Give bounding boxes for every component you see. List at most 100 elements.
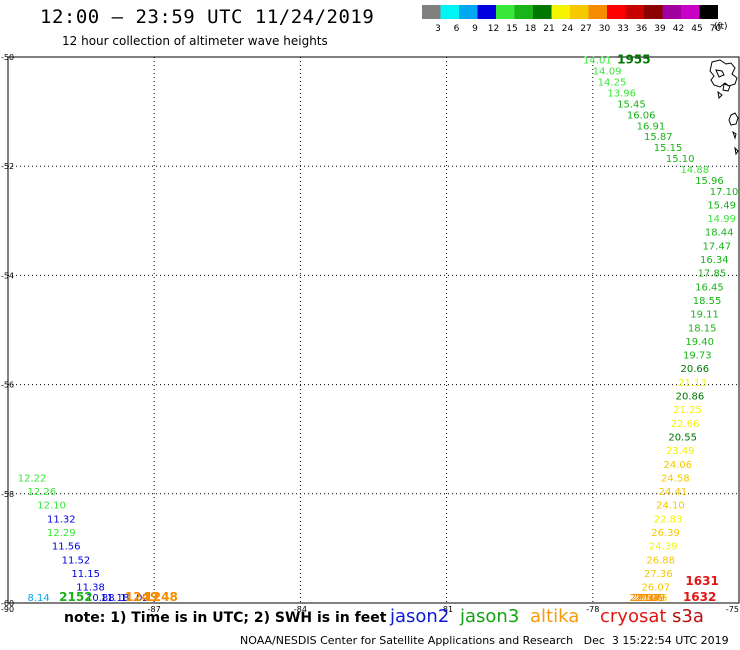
- color-scale-swatch: [644, 5, 663, 19]
- wave-height-label: 16.91: [637, 121, 666, 132]
- wave-height-label: 16.06: [627, 110, 656, 121]
- wave-height-label: 26.45: [639, 593, 668, 604]
- wave-height-label: 12.26: [27, 487, 56, 498]
- wave-height-label: 15.96: [695, 176, 724, 187]
- x-tick-label: -90: [1, 605, 14, 614]
- color-scale-swatch: [440, 5, 459, 19]
- y-tick-label: -54: [1, 271, 14, 280]
- wave-height-points: 14.01 195514.0914.2513.9615.4516.0616.911…: [18, 53, 739, 604]
- wave-height-label: 18.55: [693, 296, 722, 307]
- wave-height-label: 14.01: [583, 56, 612, 67]
- wave-height-label: 27.36: [644, 569, 673, 580]
- color-scale-swatch: [681, 5, 700, 19]
- grid-lines: [8, 57, 739, 603]
- y-tick-label: -52: [1, 162, 14, 171]
- x-tick-label: -78: [586, 605, 599, 614]
- y-tick-label: -58: [1, 490, 14, 499]
- y-tick-label: -60: [1, 599, 14, 608]
- wave-height-label: 20.86: [676, 392, 705, 403]
- wave-height-label: 15.10: [666, 154, 695, 165]
- page-title: 12:00 – 23:59 UTC 11/24/2019: [40, 6, 375, 28]
- coastline-outline: [709, 59, 739, 156]
- wave-height-label: 21.25: [673, 405, 702, 416]
- wave-height-label: 14.09: [593, 67, 622, 78]
- wave-height-label: 24.39: [649, 542, 678, 553]
- color-scale-swatch: [459, 5, 478, 19]
- wave-height-label: 23.49: [666, 446, 695, 457]
- x-tick-label: -84: [294, 605, 307, 614]
- wave-height-label: 10.88: [86, 593, 115, 604]
- wave-height-label: 17.47: [702, 241, 731, 252]
- color-scale-swatch: [514, 5, 533, 19]
- satellite-legend-jason3: jason3: [460, 606, 520, 627]
- color-scale-label: 42: [673, 24, 684, 34]
- color-scale-swatch: [699, 5, 718, 19]
- wave-height-label: 12.29: [47, 528, 76, 539]
- color-scale-swatch: [496, 5, 515, 19]
- wave-height-label: 14.25: [598, 78, 627, 89]
- x-tick-label: -87: [148, 605, 161, 614]
- color-scale-label: 9: [472, 24, 478, 34]
- page-subtitle: 12 hour collection of altimeter wave hei…: [62, 34, 328, 48]
- color-scale-swatch: [607, 5, 626, 19]
- wave-height-label: 15.45: [617, 99, 646, 110]
- wave-height-label: 11.38: [76, 583, 105, 594]
- wave-height-label: 24.10: [656, 501, 685, 512]
- wave-height-label: 12.10: [37, 501, 66, 512]
- x-tick-label: -75: [726, 605, 739, 614]
- wave-height-label: 20.66: [681, 364, 710, 375]
- wave-height-label: 12.22: [18, 473, 47, 484]
- wave-height-label: 11.18: [101, 593, 130, 604]
- wave-height-label: 20.55: [668, 432, 697, 443]
- satellite-legend-altika: altika: [530, 606, 580, 627]
- y-tick-label: -56: [1, 381, 14, 390]
- satellite-legend-jason2: jason2: [390, 606, 450, 627]
- color-scale-swatch: [551, 5, 570, 19]
- color-scale-label: 21: [543, 24, 554, 34]
- color-scale-label: 18: [525, 24, 537, 34]
- color-scale-unit: (ft): [714, 22, 728, 32]
- wave-height-label: 15.87: [644, 132, 673, 143]
- wave-height-label: 24.41: [659, 487, 688, 498]
- footer-credit: NOAA/NESDIS Center for Satellite Applica…: [240, 634, 729, 647]
- color-scale-label: 24: [562, 24, 574, 34]
- color-scale-label: 70: [710, 24, 722, 34]
- wave-height-label: 24.58: [661, 473, 690, 484]
- wave-height-label: 11.02: [120, 593, 149, 604]
- wave-height-label: 16.45: [695, 282, 724, 293]
- color-scale-label: 30: [599, 24, 611, 34]
- wave-height-label: 11.32: [47, 514, 76, 525]
- color-scale-swatch: [477, 5, 496, 19]
- color-scale-swatch: [422, 5, 441, 19]
- color-scale-label: 6: [454, 24, 460, 34]
- wave-height-label: 27.91: [629, 593, 658, 604]
- color-scale-swatch: [625, 5, 644, 19]
- wave-height-label: 14.88: [681, 165, 710, 176]
- wave-height-label: 1248: [144, 590, 177, 604]
- wave-height-label: 26.07: [642, 583, 671, 594]
- wave-height-label: 8.14: [27, 593, 49, 604]
- wave-height-label: 15.49: [707, 200, 736, 211]
- wave-height-label: 17.85: [698, 269, 727, 280]
- wave-height-label: 1249: [125, 590, 158, 604]
- wave-height-label: 16.34: [700, 255, 729, 266]
- wave-height-label: 15.15: [654, 143, 683, 154]
- wave-height-label: 11.56: [52, 542, 81, 553]
- wave-height-label: 19.73: [683, 351, 712, 362]
- wave-height-label: 13.96: [607, 88, 636, 99]
- wave-height-label: 1632: [683, 590, 716, 604]
- color-scale-label: 12: [488, 24, 499, 34]
- wave-height-label: 22.66: [671, 419, 700, 430]
- color-scale-label: 39: [654, 24, 666, 34]
- wave-height-label: 27.37: [632, 593, 661, 604]
- satellite-legend-s3a: s3a: [672, 606, 704, 627]
- wave-height-label: 1631: [685, 574, 718, 588]
- wave-height-label: 11.15: [71, 569, 100, 580]
- color-scale-label: 45: [691, 24, 702, 34]
- wave-height-label: 19.11: [690, 310, 719, 321]
- wave-height-label: 11.52: [62, 555, 91, 566]
- axis-tick-labels: -90 -87 -84 -81 -78 -75 -50 -52 -54 -56 -58 -60: [1, 53, 739, 614]
- color-scale-label: 3: [435, 24, 441, 34]
- color-scale-swatch: [588, 5, 607, 19]
- x-tick-label: -81: [440, 605, 453, 614]
